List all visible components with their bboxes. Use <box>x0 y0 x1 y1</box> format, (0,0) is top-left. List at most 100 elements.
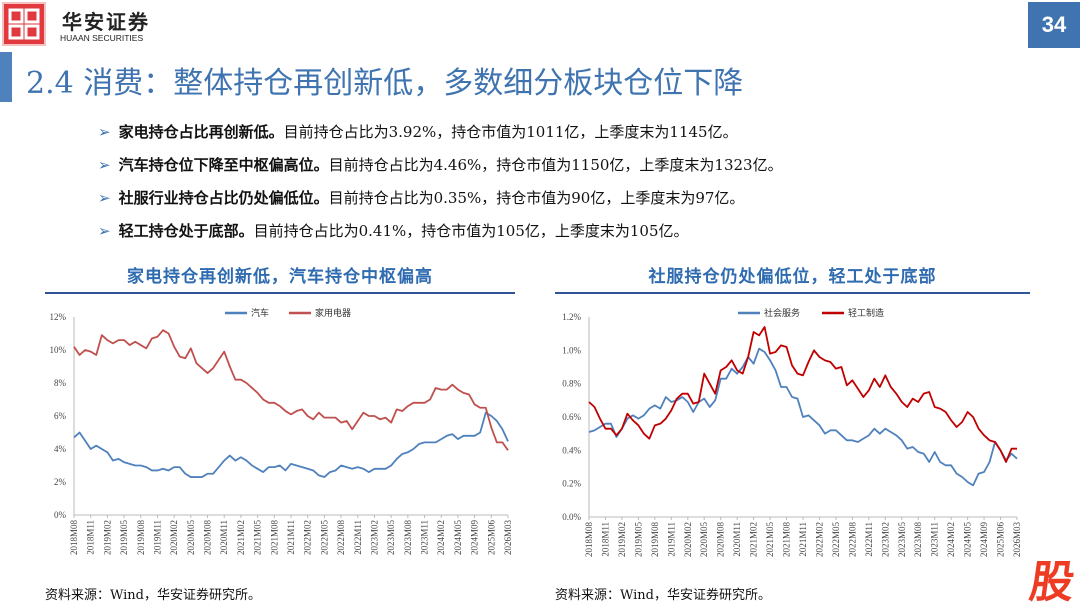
x-tick-label: 2020M11 <box>732 522 742 557</box>
x-tick-label: 2023M05 <box>897 522 907 558</box>
bullet-text: 目前持仓占比为0.35%，持仓市值为90亿，上季度末为97亿。 <box>328 189 745 207</box>
source-note: 资料来源：Wind，华安证券研究所。 <box>555 588 771 603</box>
chart-title-right: 社服持仓仍处偏低位，轻工处于底部 <box>648 267 937 287</box>
watermark-logo: 股 <box>1026 560 1078 606</box>
x-tick-label: 2022M05 <box>831 522 841 558</box>
x-tick-label: 2020M02 <box>683 522 693 557</box>
y-tick-label: 6% <box>54 411 67 421</box>
y-tick-label: 0.6% <box>562 412 581 422</box>
x-tick-label: 2023M08 <box>913 522 923 558</box>
x-tick-label: 2022M11 <box>353 520 363 555</box>
y-tick-label: 10% <box>50 345 67 355</box>
bullet-text: 目前持仓占比为4.46%，持仓市值为1150亿，上季度末为1323亿。 <box>328 156 783 174</box>
x-tick-label: 2023M11 <box>930 522 940 557</box>
y-tick-label: 2% <box>54 477 67 487</box>
x-tick-label: 2022M08 <box>847 522 857 558</box>
x-tick-label: 2021M02 <box>236 520 246 555</box>
x-tick-label: 2018M11 <box>600 522 610 557</box>
y-tick-label: 8% <box>54 378 67 388</box>
x-tick-label: 2021M02 <box>749 522 759 557</box>
x-tick-label: 2021M11 <box>286 520 296 555</box>
arrow-icon: ➢ <box>98 189 111 207</box>
company-logo <box>2 2 46 46</box>
x-tick-label: 2020M05 <box>699 522 709 558</box>
bullet-item: ➢ 家电持仓占比再创新低。目前持仓占比为3.92%，持仓市值为1011亿，上季度末… <box>98 121 738 142</box>
x-tick-label: 2024M05 <box>963 522 973 558</box>
bullet-bold: 汽车持仓位下降至中枢偏高位。 <box>118 156 329 174</box>
logo-en-text: HUAAN SECURITIES <box>60 33 144 43</box>
bullet-text: 目前持仓占比为3.92%，持仓市值为1011亿，上季度末为1145亿。 <box>283 123 738 141</box>
series-line-1 <box>73 329 509 451</box>
legend-label: 轻工制造 <box>848 307 884 318</box>
x-tick-label: 2019M02 <box>102 520 112 555</box>
x-tick-label: 2024M02 <box>946 522 956 557</box>
y-tick-label: 0.8% <box>562 379 581 389</box>
page-number: 34 <box>1028 2 1080 48</box>
x-tick-label: 2024M09 <box>470 520 480 556</box>
x-tick-label: 2024M05 <box>453 520 463 556</box>
x-tick-label: 2020M08 <box>203 520 213 556</box>
x-tick-label: 2023M05 <box>386 520 396 556</box>
x-tick-label: 2020M11 <box>219 520 229 555</box>
logo-cn-text: 华安证券 <box>62 10 150 34</box>
legend-label: 家用电器 <box>315 307 351 318</box>
y-tick-label: 4% <box>54 444 67 454</box>
x-tick-label: 2019M08 <box>136 520 146 556</box>
x-tick-label: 2024M02 <box>436 520 446 555</box>
chart-divider <box>555 292 1030 294</box>
x-tick-label: 2020M08 <box>716 522 726 558</box>
x-tick-label: 2019M05 <box>633 522 643 558</box>
x-tick-label: 2021M08 <box>782 522 792 558</box>
arrow-icon: ➢ <box>98 123 111 141</box>
x-tick-label: 2019M02 <box>617 522 627 557</box>
bullet-item: ➢ 轻工持仓处于底部。目前持仓占比为0.41%，持仓市值为105亿，上季度末为10… <box>98 220 689 241</box>
chart-title-left: 家电持仓再创新低，汽车持仓中枢偏高 <box>127 267 433 287</box>
y-tick-label: 12% <box>50 312 67 322</box>
x-tick-label: 2019M05 <box>119 520 129 556</box>
y-tick-label: 0.4% <box>562 445 581 455</box>
series-line-0 <box>588 347 1018 487</box>
series-line-0 <box>73 411 509 478</box>
x-tick-label: 2018M08 <box>69 520 79 556</box>
bullet-bold: 家电持仓占比再创新低。 <box>118 123 284 141</box>
x-tick-label: 2020M02 <box>169 520 179 555</box>
bullet-item: ➢ 汽车持仓位下降至中枢偏高位。目前持仓占比为4.46%，持仓市值为1150亿，上… <box>98 154 783 175</box>
legend-label: 社会服务 <box>764 307 800 318</box>
x-tick-label: 2022M02 <box>303 520 313 555</box>
y-tick-label: 1.0% <box>562 345 581 355</box>
x-tick-label: 2023M02 <box>369 520 379 555</box>
y-tick-label: 1.2% <box>562 312 581 322</box>
x-tick-label: 2022M02 <box>814 522 824 557</box>
x-tick-label: 2018M08 <box>584 522 594 558</box>
arrow-icon: ➢ <box>98 156 111 174</box>
source-note: 资料来源：Wind，华安证券研究所。 <box>45 588 261 603</box>
y-tick-label: 0% <box>54 510 67 520</box>
bullet-bold: 轻工持仓处于底部。 <box>118 222 254 240</box>
series-line-1 <box>588 326 1017 463</box>
x-tick-label: 2021M08 <box>269 520 279 556</box>
x-tick-label: 2022M05 <box>319 520 329 556</box>
bullet-item: ➢ 社服行业持仓占比仍处偏低位。目前持仓占比为0.35%，持仓市值为90亿，上季度… <box>98 187 744 208</box>
x-tick-label: 2019M11 <box>152 520 162 555</box>
x-tick-label: 2026M03 <box>1012 522 1022 558</box>
x-tick-label: 2021M05 <box>765 522 775 558</box>
x-tick-label: 2019M11 <box>666 522 676 557</box>
arrow-icon: ➢ <box>98 222 111 240</box>
bullet-bold: 社服行业持仓占比仍处偏低位。 <box>118 189 329 207</box>
x-tick-label: 2026M03 <box>503 520 513 556</box>
title-accent-bar <box>0 52 12 102</box>
bullet-text: 目前持仓占比为0.41%，持仓市值为105亿，上季度末为105亿。 <box>253 222 689 240</box>
x-tick-label: 2022M08 <box>336 520 346 556</box>
chart-divider <box>45 292 515 294</box>
x-tick-label: 2021M11 <box>798 522 808 557</box>
y-tick-label: 0.0% <box>562 512 581 522</box>
x-tick-label: 2023M02 <box>880 522 890 557</box>
x-tick-label: 2021M05 <box>253 520 263 556</box>
x-tick-label: 2025M06 <box>486 520 496 556</box>
x-tick-label: 2023M08 <box>403 520 413 556</box>
page-title: 2.4 消费：整体持仓再创新低，多数细分板块仓位下降 <box>26 66 744 101</box>
legend-label: 汽车 <box>251 307 269 318</box>
x-tick-label: 2019M08 <box>650 522 660 558</box>
x-tick-label: 2020M05 <box>186 520 196 556</box>
